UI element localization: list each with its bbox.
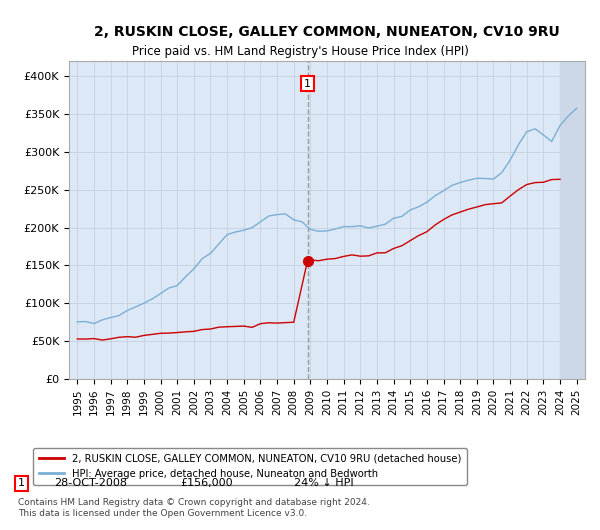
Text: £156,000: £156,000 <box>180 479 233 488</box>
Text: 24% ↓ HPI: 24% ↓ HPI <box>294 479 353 488</box>
Text: This data is licensed under the Open Government Licence v3.0.: This data is licensed under the Open Gov… <box>18 509 307 517</box>
Text: Price paid vs. HM Land Registry's House Price Index (HPI): Price paid vs. HM Land Registry's House … <box>131 45 469 58</box>
Legend: 2, RUSKIN CLOSE, GALLEY COMMON, NUNEATON, CV10 9RU (detached house), HPI: Averag: 2, RUSKIN CLOSE, GALLEY COMMON, NUNEATON… <box>33 447 467 484</box>
Title: 2, RUSKIN CLOSE, GALLEY COMMON, NUNEATON, CV10 9RU: 2, RUSKIN CLOSE, GALLEY COMMON, NUNEATON… <box>94 25 560 39</box>
Text: 1: 1 <box>304 78 311 89</box>
Text: 28-OCT-2008: 28-OCT-2008 <box>54 479 127 488</box>
Text: 1: 1 <box>18 479 25 488</box>
Bar <box>560 61 585 379</box>
Text: Contains HM Land Registry data © Crown copyright and database right 2024.: Contains HM Land Registry data © Crown c… <box>18 498 370 507</box>
